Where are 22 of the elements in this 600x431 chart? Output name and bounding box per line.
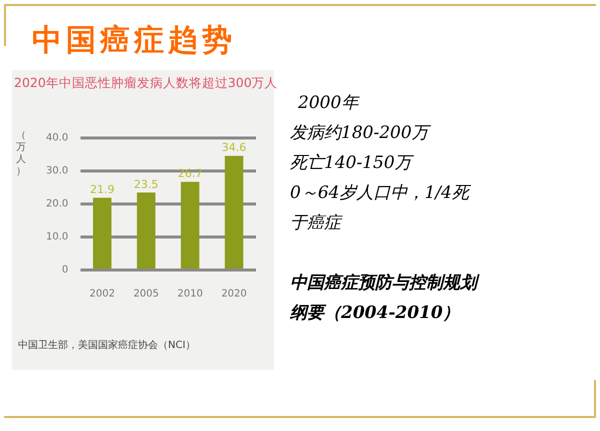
x-tick-label: 2005 (133, 288, 159, 300)
data-label: 34.6 (222, 141, 246, 154)
text: 中国卫生部，美国国家癌症协会（NCI） (18, 338, 196, 352)
x-tick-label: 2002 (90, 288, 115, 300)
y-tick-label: 40.0 (46, 132, 68, 144)
y-tick-label: 20.0 (46, 198, 68, 210)
text: 发病约180-200万 (290, 122, 432, 145)
y-tick-label: 0 (62, 264, 68, 276)
data-label: 21.9 (90, 183, 114, 196)
chart-title: 中国癌症趋势 (32, 22, 236, 60)
text: 中国癌症预防与控制规划纲要（2004-2010） (290, 272, 480, 325)
x-tick-label: 2010 (177, 288, 203, 300)
text: 2000年 (297, 92, 361, 115)
data-label: 23.5 (134, 178, 158, 191)
x-tick-label: 2020 (221, 288, 247, 300)
y-axis-title: （万人） (15, 130, 27, 178)
text: 死亡140-150万 (290, 152, 415, 175)
chart-subtitle: 2020年中国恶性肿瘤发病人数将超过300万人 (14, 75, 278, 92)
text: 0～64岁人口中，1/4死于癌症 (290, 182, 472, 235)
y-tick-label: 10.0 (46, 232, 68, 243)
y-tick-label: 30.0 (46, 166, 68, 177)
data-label: 26.7 (178, 167, 202, 180)
